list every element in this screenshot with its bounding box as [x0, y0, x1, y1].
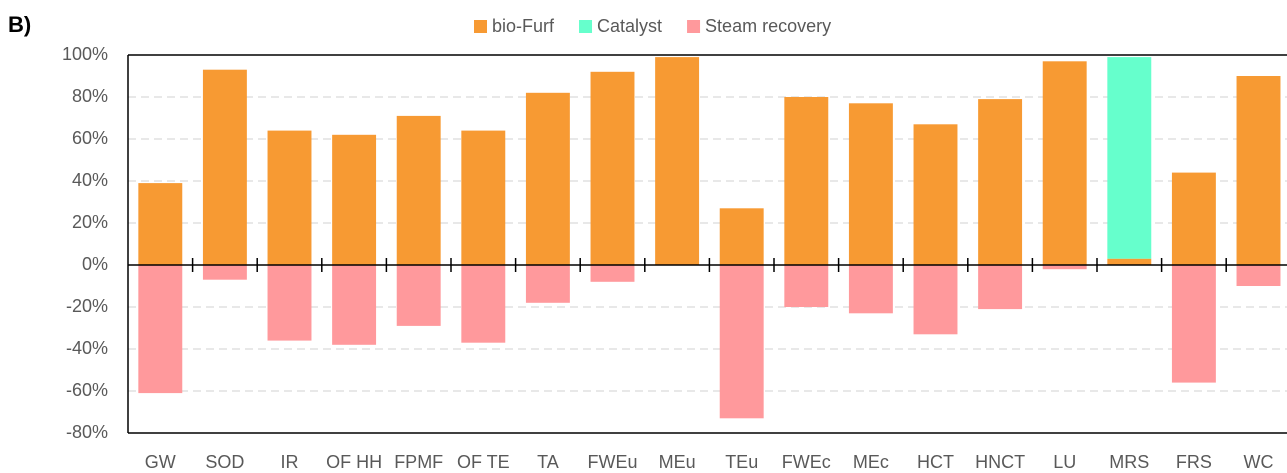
bar — [978, 265, 1023, 310]
x-tick-label: MEc — [853, 452, 889, 472]
x-tick-label: MRS — [1109, 452, 1149, 472]
bar — [396, 265, 441, 326]
y-tick-label: -20% — [66, 296, 108, 316]
y-tick-label: 40% — [72, 170, 108, 190]
bar — [461, 265, 506, 343]
x-tick-label: TEu — [725, 452, 758, 472]
bar — [1042, 265, 1087, 270]
bar — [525, 92, 570, 265]
y-tick-label: 0% — [82, 254, 108, 274]
y-tick-label: 100% — [62, 44, 108, 64]
bar — [1107, 258, 1152, 265]
x-tick-label: WC — [1244, 452, 1274, 472]
bar — [332, 134, 377, 265]
bar — [719, 208, 764, 265]
x-tick-label: FPMF — [394, 452, 443, 472]
bar — [1171, 265, 1216, 383]
x-tick-label: MEu — [659, 452, 696, 472]
bar — [590, 265, 635, 282]
x-tick-label: SOD — [205, 452, 244, 472]
legend-label: Steam recovery — [705, 16, 831, 36]
legend-swatch — [474, 20, 487, 33]
bar — [267, 265, 312, 341]
bar — [784, 97, 829, 265]
bar — [590, 71, 635, 265]
bar — [978, 99, 1023, 265]
bar — [1107, 57, 1152, 259]
legend-swatch — [579, 20, 593, 33]
y-tick-label: -40% — [66, 338, 108, 358]
bar — [1171, 172, 1216, 265]
legend-swatch — [687, 20, 701, 33]
x-tick-label: IR — [281, 452, 299, 472]
bar — [1236, 76, 1281, 265]
bar — [138, 183, 183, 265]
bar — [848, 103, 893, 265]
bar — [202, 69, 247, 265]
y-tick-label: -60% — [66, 380, 108, 400]
bar — [396, 115, 441, 266]
x-tick-label: HNCT — [975, 452, 1025, 472]
x-tick-label: GW — [145, 452, 176, 472]
x-tick-label: HCT — [917, 452, 954, 472]
bar — [1236, 265, 1281, 286]
bar — [138, 265, 183, 394]
bar — [525, 265, 570, 303]
bar — [913, 265, 958, 335]
x-tick-label: FWEc — [782, 452, 831, 472]
bar — [332, 265, 377, 345]
legend-label: bio-Furf — [492, 16, 555, 36]
y-tick-label: 80% — [72, 86, 108, 106]
bar — [1042, 61, 1087, 265]
x-tick-label: LU — [1053, 452, 1076, 472]
bar — [461, 130, 506, 265]
bar — [913, 124, 958, 265]
x-tick-label: TA — [537, 452, 559, 472]
bar — [848, 265, 893, 314]
bar — [655, 57, 700, 265]
x-tick-label: OF HH — [326, 452, 382, 472]
bar — [784, 265, 829, 307]
x-tick-label: FWEu — [587, 452, 637, 472]
bar — [719, 265, 764, 419]
x-tick-label: FRS — [1176, 452, 1212, 472]
y-tick-label: 60% — [72, 128, 108, 148]
bar — [202, 265, 247, 280]
panel-label: B) — [8, 12, 31, 37]
y-tick-label: 20% — [72, 212, 108, 232]
bar — [267, 130, 312, 265]
legend-label: Catalyst — [597, 16, 662, 36]
x-tick-label: OF TE — [457, 452, 510, 472]
y-tick-label: -80% — [66, 422, 108, 442]
